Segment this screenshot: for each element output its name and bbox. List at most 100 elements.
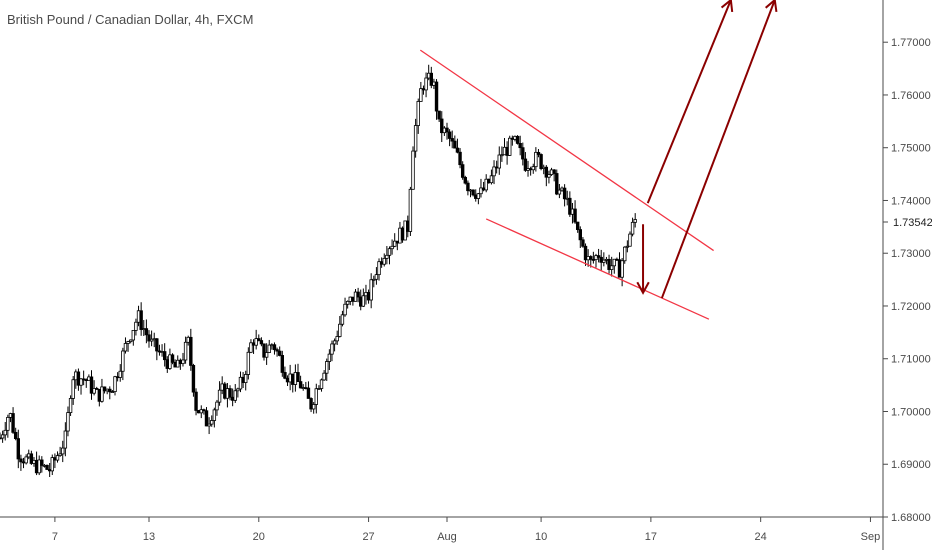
candle-body-down bbox=[591, 258, 596, 261]
candle-body-up bbox=[374, 274, 379, 280]
time-tick-label: 7 bbox=[52, 531, 58, 543]
time-tick-label: 10 bbox=[535, 531, 547, 543]
candle bbox=[338, 316, 342, 338]
candle bbox=[6, 414, 10, 438]
candle-body-up bbox=[387, 248, 392, 256]
candle-body-up bbox=[630, 221, 635, 235]
candle bbox=[492, 160, 496, 185]
price-tick-label: 1.74000 bbox=[891, 195, 931, 207]
channel-line-upper[interactable] bbox=[419, 49, 714, 252]
candle-body-down bbox=[359, 296, 363, 307]
candle-body-down bbox=[102, 386, 107, 392]
arrow-head bbox=[765, 0, 778, 13]
candle-body-up bbox=[134, 321, 138, 331]
candle-body-down bbox=[89, 376, 94, 394]
candle-body-up bbox=[557, 189, 562, 195]
candle-body-down bbox=[510, 137, 515, 140]
candle-body-up bbox=[586, 256, 590, 261]
candle bbox=[262, 343, 266, 361]
candle-body-up bbox=[442, 127, 447, 134]
candle-body-up bbox=[100, 386, 104, 402]
candle-body-down bbox=[494, 166, 499, 169]
candle-body-down bbox=[196, 410, 201, 414]
candle-body-down bbox=[528, 168, 533, 171]
candle bbox=[29, 450, 34, 465]
chart-title: British Pound / Canadian Dollar, 4h, FXC… bbox=[7, 12, 253, 27]
candle-body-up bbox=[628, 233, 632, 247]
candle-body-up bbox=[390, 245, 394, 250]
candle-body-down bbox=[259, 340, 264, 345]
candle-body-down bbox=[518, 143, 522, 149]
candle-body-up bbox=[8, 413, 13, 418]
candle-body-up bbox=[68, 398, 73, 413]
candle-body-up bbox=[79, 378, 83, 386]
price-tick-label: 1.70000 bbox=[891, 406, 931, 418]
up-arrow-1[interactable] bbox=[646, 0, 734, 204]
candle bbox=[345, 300, 350, 309]
candle bbox=[518, 135, 522, 156]
candle-body-down bbox=[351, 296, 355, 302]
candle-body-up bbox=[484, 178, 488, 191]
candle bbox=[296, 363, 300, 382]
candle bbox=[487, 178, 491, 184]
candle bbox=[212, 407, 217, 428]
candle-body-up bbox=[105, 388, 109, 392]
candle bbox=[92, 380, 96, 396]
candle-body-down bbox=[589, 256, 593, 260]
last-price-label: 1.73542 bbox=[883, 214, 932, 230]
candle-body-up bbox=[217, 389, 222, 403]
candle-body-down bbox=[194, 391, 198, 411]
last-price-text: 1.73542 bbox=[893, 217, 932, 229]
candle bbox=[343, 297, 347, 317]
candle-body-up bbox=[335, 336, 339, 342]
channel-line-lower[interactable] bbox=[485, 218, 710, 320]
candle-body-up bbox=[50, 457, 54, 472]
candle-body-up bbox=[181, 359, 185, 365]
candles bbox=[0, 64, 637, 477]
candle-body-down bbox=[379, 261, 384, 265]
candle-body-down bbox=[81, 378, 86, 381]
candle-body-up bbox=[225, 388, 230, 399]
candle bbox=[453, 135, 457, 149]
candle-body-down bbox=[189, 336, 193, 366]
candle bbox=[393, 233, 397, 248]
time-tick-label: 17 bbox=[645, 531, 657, 543]
candle-body-up bbox=[377, 261, 381, 276]
candle-body-up bbox=[508, 137, 512, 156]
time-axis[interactable]: 7 13 20 27 Aug 10 17 24 Sep bbox=[52, 517, 880, 543]
down-arrow[interactable] bbox=[636, 224, 650, 295]
candle-body-down bbox=[115, 376, 120, 379]
candle-body-up bbox=[560, 187, 564, 191]
candle bbox=[283, 366, 287, 380]
candle-body-up bbox=[408, 188, 413, 232]
time-tick-label: 24 bbox=[755, 531, 767, 543]
candle bbox=[440, 111, 444, 143]
candle bbox=[340, 310, 345, 327]
candle bbox=[139, 302, 143, 336]
candle-body-up bbox=[42, 464, 47, 467]
candle bbox=[79, 378, 83, 395]
candle bbox=[118, 364, 122, 382]
candle-body-up bbox=[126, 341, 130, 344]
candle-body-down bbox=[251, 342, 256, 346]
candle-body-up bbox=[74, 371, 78, 381]
candle-body-up bbox=[338, 323, 342, 337]
candle-body-up bbox=[215, 401, 219, 411]
price-axis[interactable]: 1.68000 1.69000 1.70000 1.71000 1.72000 1.730… bbox=[883, 37, 931, 524]
candle bbox=[573, 200, 577, 224]
candle-body-down bbox=[460, 164, 465, 178]
candle-body-up bbox=[317, 388, 321, 390]
candle bbox=[210, 415, 214, 427]
candle bbox=[630, 217, 635, 237]
up-arrow-2[interactable] bbox=[660, 0, 778, 299]
candle-body-down bbox=[76, 371, 81, 386]
arrow-shaft bbox=[660, 0, 776, 299]
candle bbox=[484, 174, 488, 193]
candle-body-up bbox=[123, 343, 128, 352]
candle-body-down bbox=[453, 140, 457, 149]
candle-body-down bbox=[437, 110, 441, 120]
candle-body-up bbox=[612, 258, 616, 267]
candle-body-down bbox=[262, 343, 266, 358]
candle bbox=[110, 390, 115, 393]
plot-area[interactable] bbox=[0, 0, 778, 477]
